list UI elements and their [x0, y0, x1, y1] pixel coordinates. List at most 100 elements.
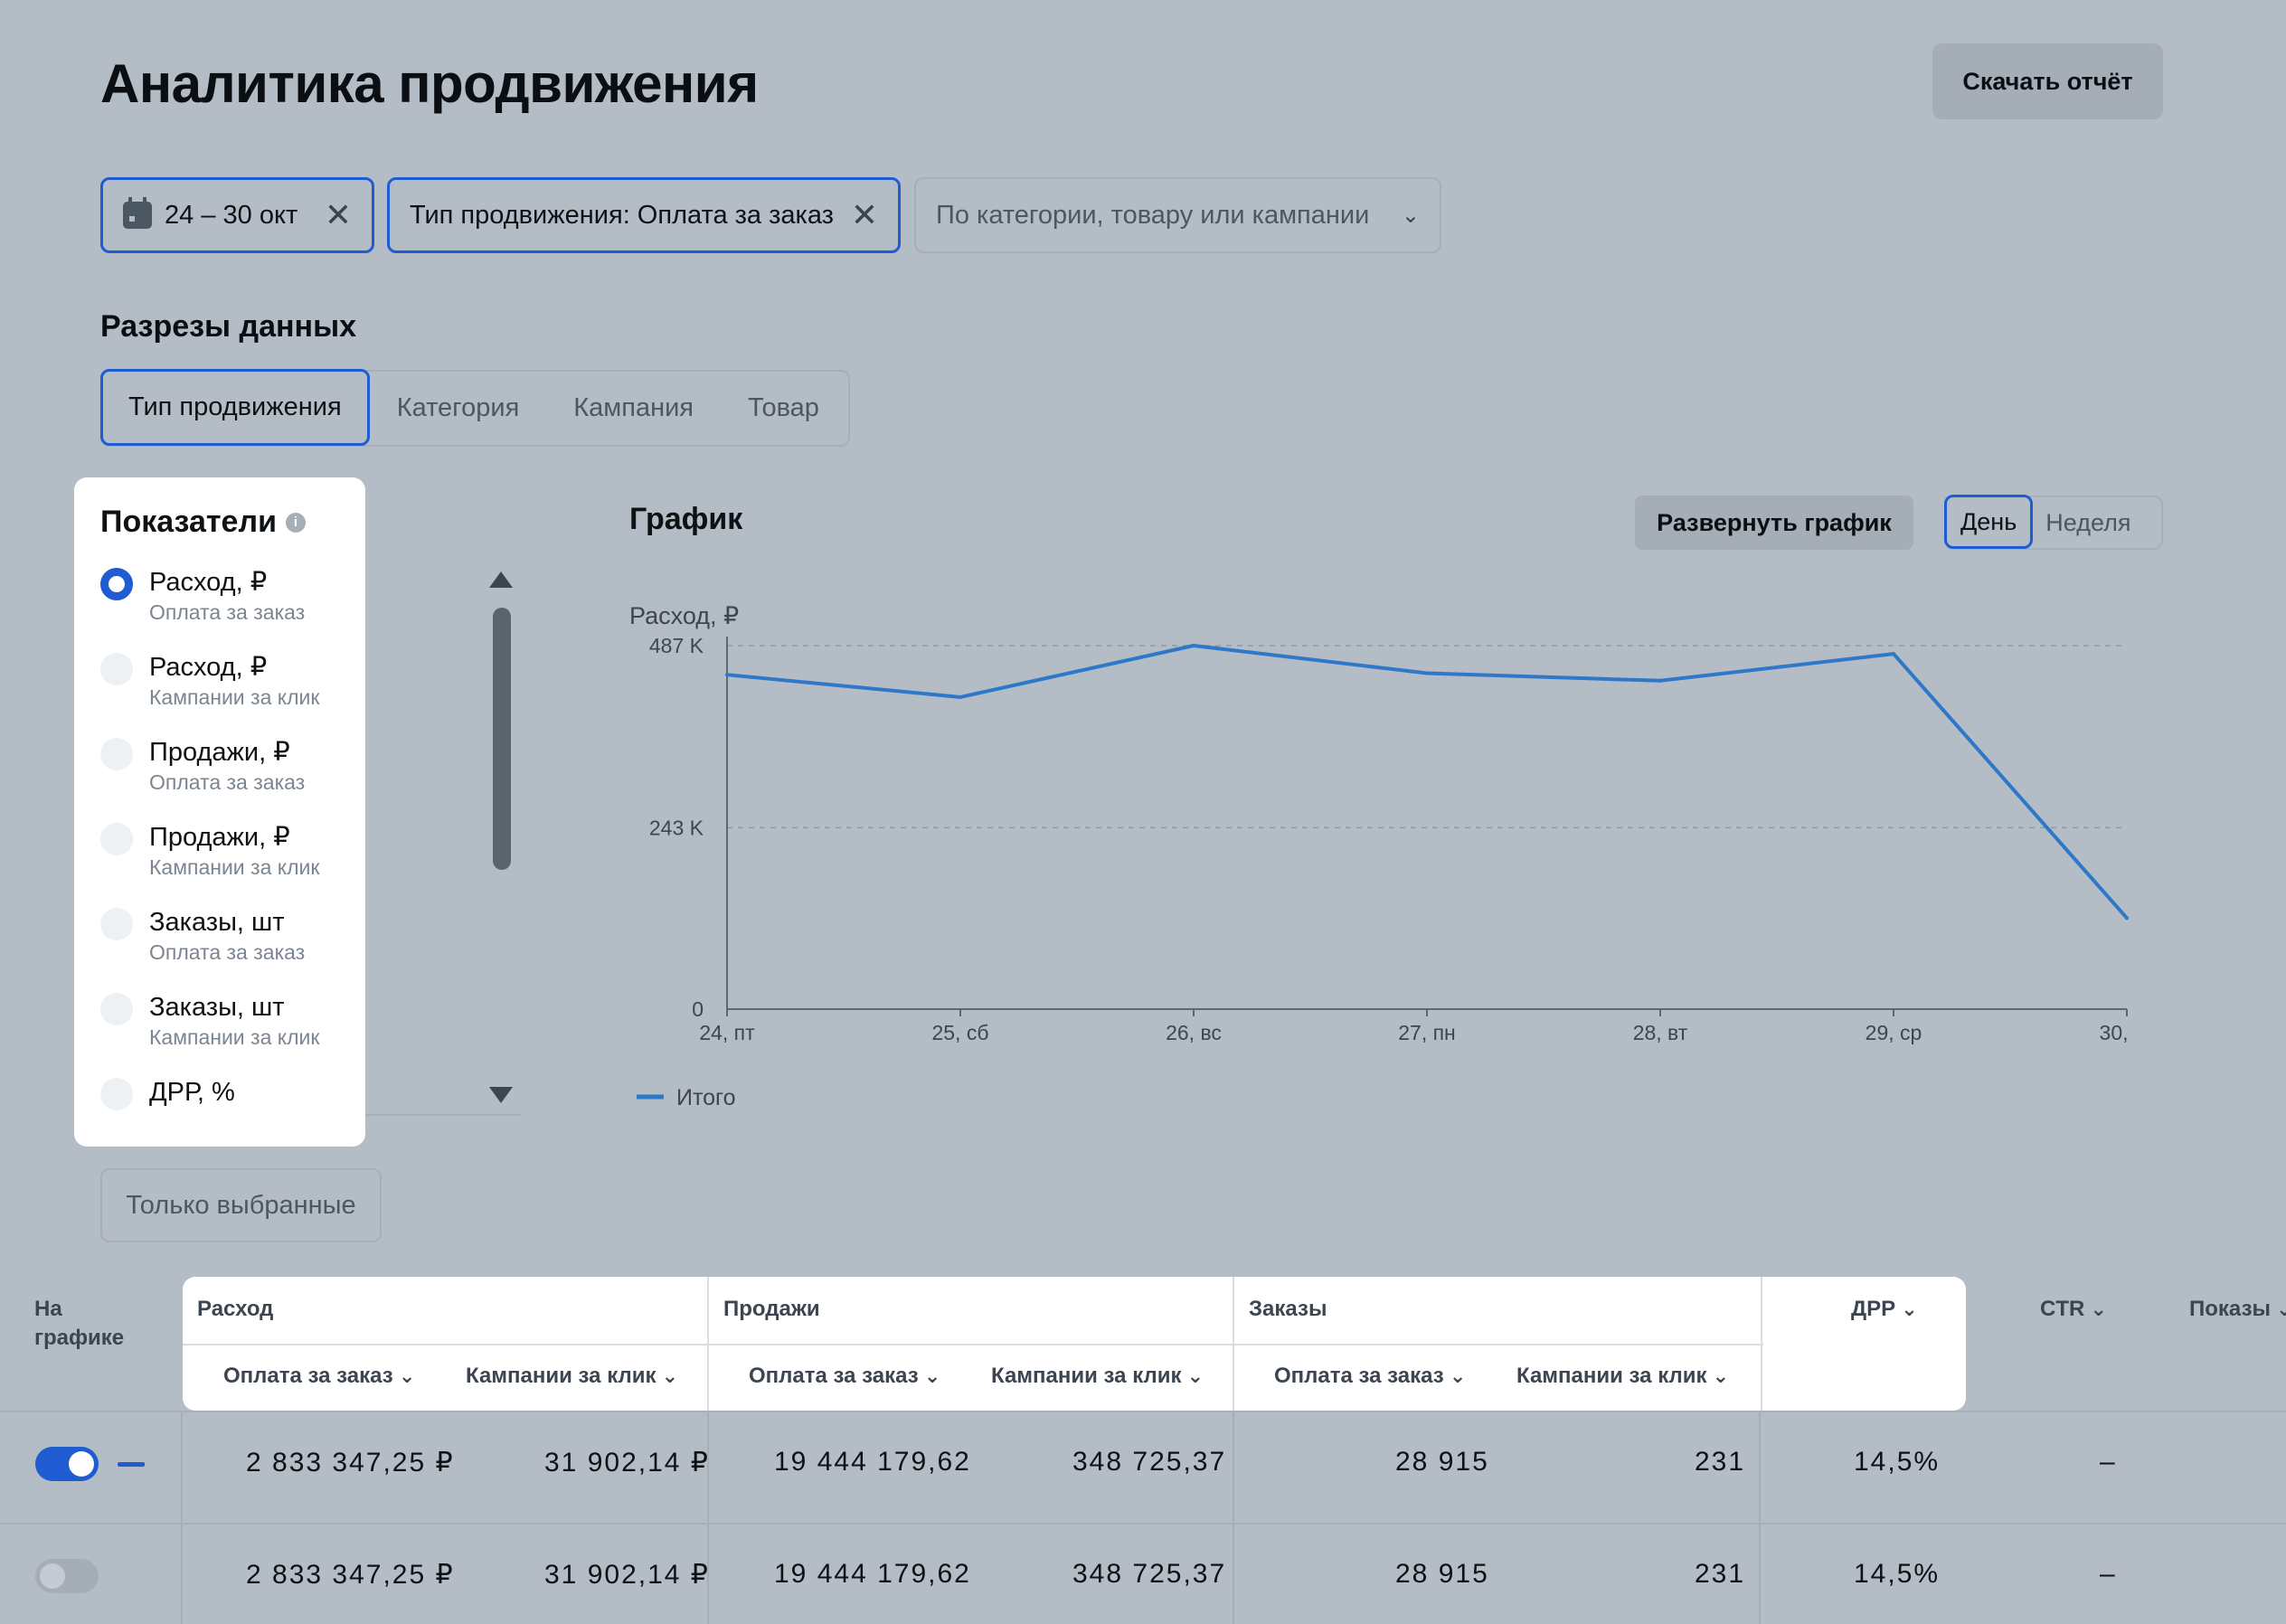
date-filter-label: 24 – 30 окт [165, 200, 298, 230]
x-tick-label: 27, пн [1398, 1021, 1456, 1044]
table-cell: 2 833 347,25 ₽ [246, 1448, 455, 1478]
series-line [726, 644, 2129, 920]
data-point [1658, 678, 1662, 683]
metric-name: ДРР, % [149, 1078, 235, 1107]
page-title: Аналитика продвижения [100, 53, 759, 114]
table-cell: 28 915 [1395, 1559, 1489, 1589]
metric-name: Продажи, ₽ [149, 738, 290, 767]
search-filter-dropdown[interactable]: По категории, товару или кампании ⌄ [914, 177, 1441, 253]
y-axis-label: Расход, ₽ [629, 602, 739, 629]
radio-button[interactable] [100, 1078, 133, 1110]
data-point [2125, 916, 2129, 921]
table-cell: 31 902,14 ₽ [544, 1560, 710, 1590]
expand-chart-button[interactable]: Развернуть график [1635, 496, 1913, 550]
table-cell: 348 725,37 [1072, 1559, 1227, 1589]
group-header-spend: Расход [197, 1297, 274, 1321]
metrics-panel: Показатели i Расход, ₽ Оплата за заказ Р… [74, 477, 365, 1147]
chevron-down-icon: ⌄ [1401, 203, 1420, 228]
data-point [1425, 671, 1429, 675]
download-report-button[interactable]: Скачать отчёт [1932, 43, 2163, 119]
calendar-icon [123, 197, 152, 229]
radio-button[interactable] [100, 993, 133, 1025]
sort-header-sales-order[interactable]: Оплата за заказ [749, 1364, 940, 1389]
on-chart-toggle[interactable] [35, 1559, 99, 1593]
promotion-type-filter-chip[interactable]: Тип продвижения: Оплата за заказ ✕ [387, 177, 901, 253]
tab-campaign[interactable]: Кампания [573, 393, 694, 422]
radio-button[interactable] [100, 908, 133, 940]
table-cell: 14,5% [1854, 1447, 1941, 1477]
x-tick-label: 28, вт [1633, 1021, 1688, 1044]
tab-promotion-type[interactable]: Тип продвижения [100, 369, 370, 446]
data-point [725, 673, 729, 677]
metric-sub: Кампании за клик [149, 855, 320, 879]
scroll-up-icon[interactable] [489, 571, 513, 588]
sort-header-orders-order[interactable]: Оплата за заказ [1274, 1364, 1466, 1389]
divider [183, 1344, 1763, 1345]
table-cell: 14,5% [1854, 1559, 1941, 1589]
sort-header-impressions[interactable]: Показы [2189, 1297, 2286, 1322]
scrollbar-thumb[interactable] [493, 608, 511, 870]
tab-category[interactable]: Категория [396, 393, 520, 422]
metrics-title: Показатели i [100, 505, 306, 540]
period-week-button[interactable]: Неделя [2045, 508, 2131, 536]
data-table: На графике Расход Продажи Заказы Оплата … [0, 1277, 2286, 1624]
tab-product[interactable]: Товар [748, 393, 819, 422]
metric-item[interactable]: Заказы, шт Кампании за клик [100, 991, 363, 1076]
divider [1761, 1277, 1762, 1411]
date-filter-chip[interactable]: 24 – 30 окт ✕ [100, 177, 374, 253]
metric-sub: Оплата за заказ [149, 940, 306, 964]
sort-header-spend-click[interactable]: Кампании за клик [466, 1364, 678, 1389]
metrics-title-label: Показатели [100, 505, 277, 539]
table-header-group: Расход Продажи Заказы Оплата за заказ Ка… [183, 1277, 1966, 1411]
close-icon[interactable]: ✕ [324, 196, 352, 233]
metric-item[interactable]: Продажи, ₽ Кампании за клик [100, 821, 363, 906]
on-chart-toggle[interactable] [35, 1447, 99, 1481]
info-icon[interactable]: i [285, 512, 306, 533]
table-cell: 231 [1695, 1559, 1746, 1589]
metric-item[interactable]: Продажи, ₽ Оплата за заказ [100, 736, 363, 821]
radio-button[interactable] [100, 738, 133, 770]
scroll-down-icon[interactable] [489, 1087, 513, 1103]
sort-header-drr[interactable]: ДРР [1851, 1297, 1918, 1322]
promotion-type-filter-label: Тип продвижения: Оплата за заказ [410, 200, 834, 230]
sort-header-spend-order[interactable]: Оплата за заказ [223, 1364, 415, 1389]
divider [707, 1277, 709, 1411]
sort-header-orders-click[interactable]: Кампании за клик [1516, 1364, 1729, 1389]
sort-header-ctr[interactable]: CTR [2040, 1297, 2107, 1322]
metric-list: Расход, ₽ Оплата за заказ Расход, ₽ Камп… [100, 566, 363, 1161]
metric-sub: Кампании за клик [149, 685, 320, 709]
table-row: 2 833 347,25 ₽ 31 902,14 ₽ 19 444 179,62… [0, 1411, 2286, 1523]
x-tick-label: 30, чт [2100, 1021, 2134, 1044]
divider [181, 1411, 183, 1624]
data-point [1892, 652, 1895, 656]
metric-item[interactable]: Расход, ₽ Оплата за заказ [100, 566, 363, 651]
metric-item[interactable]: Заказы, шт Оплата за заказ [100, 906, 363, 991]
metrics-scrollbar[interactable] [489, 571, 515, 1114]
data-point [1192, 644, 1195, 647]
close-icon[interactable]: ✕ [850, 196, 878, 233]
metric-item[interactable]: Расход, ₽ Кампании за клик [100, 651, 363, 736]
table-cell: 2 833 347,25 ₽ [246, 1560, 455, 1590]
period-day-button[interactable]: День [1944, 495, 2034, 549]
only-selected-button[interactable]: Только выбранные [100, 1168, 382, 1242]
metric-sub: Оплата за заказ [149, 600, 306, 624]
x-tick-label: 24, пт [699, 1021, 755, 1044]
metric-sub: Оплата за заказ [149, 770, 306, 794]
radio-button[interactable] [100, 568, 133, 600]
table-cell: – [2100, 1559, 2117, 1589]
y-tick-label: 243 K [649, 816, 704, 839]
metric-name: Продажи, ₽ [149, 823, 290, 852]
y-tick-label: 487 K [649, 634, 704, 657]
metric-sub: Кампании за клик [149, 1025, 320, 1049]
divider [365, 1114, 521, 1116]
radio-button[interactable] [100, 823, 133, 855]
divider [1759, 1411, 1761, 1624]
search-filter-placeholder: По категории, товару или кампании [936, 200, 1370, 230]
table-cell: 348 725,37 [1072, 1447, 1227, 1477]
sort-header-sales-click[interactable]: Кампании за клик [991, 1364, 1204, 1389]
data-point [959, 694, 962, 699]
metric-item[interactable]: ДРР, % [100, 1076, 363, 1161]
radio-button[interactable] [100, 653, 133, 685]
table-cell: 31 902,14 ₽ [544, 1448, 710, 1478]
metric-name: Заказы, шт [149, 993, 285, 1022]
